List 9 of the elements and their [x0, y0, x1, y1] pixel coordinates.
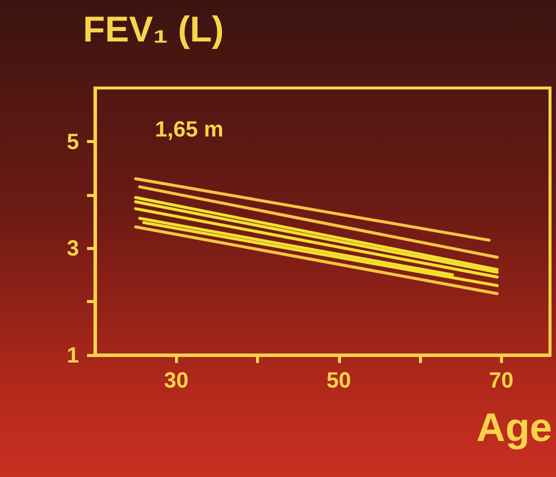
- x-tick-label: 50: [326, 368, 351, 392]
- chart-title: FEV₁ (L): [83, 8, 224, 50]
- annotation: 1,65 m: [155, 116, 224, 142]
- x-axis-title: Age: [476, 406, 552, 450]
- x-tick-label: 30: [164, 368, 188, 392]
- y-tick-label: 3: [66, 236, 79, 261]
- x-tick-label: 70: [489, 368, 514, 392]
- y-tick-label: 5: [66, 128, 79, 154]
- y-tick-label: 1: [66, 342, 79, 368]
